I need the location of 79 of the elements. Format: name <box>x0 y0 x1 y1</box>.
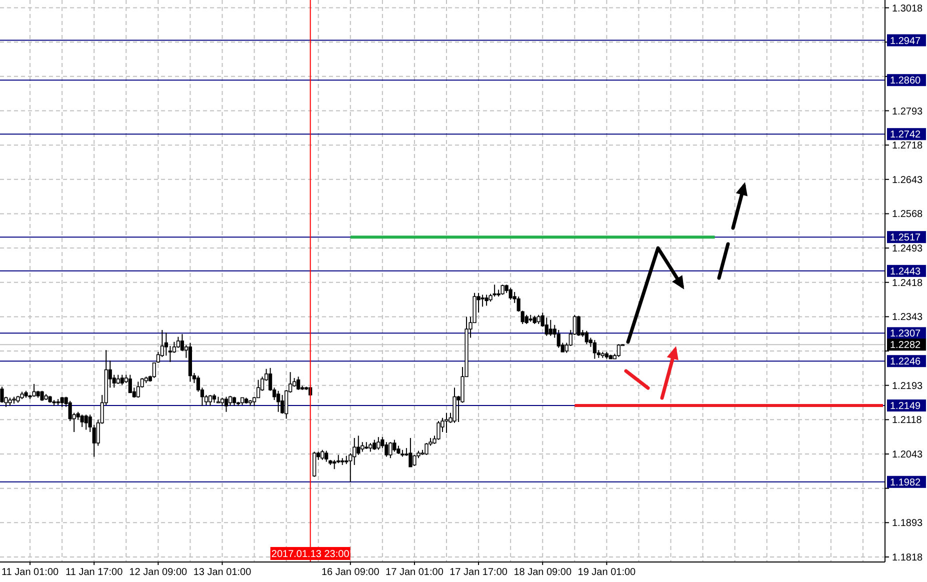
candlestick <box>224 396 228 412</box>
y-tick-label: 1.2718 <box>892 140 924 152</box>
candlestick <box>312 451 316 478</box>
y-tick-label: 1.2043 <box>892 449 924 460</box>
y-tick-label: 1.2568 <box>892 209 924 220</box>
candlestick <box>60 396 64 408</box>
ref-line-label: 1.2443 <box>890 266 922 278</box>
candlestick <box>412 454 416 466</box>
candlestick <box>584 330 588 345</box>
candlestick <box>232 396 236 406</box>
candlestick <box>524 314 528 325</box>
ref-line-label: 1.2947 <box>890 36 922 47</box>
candlestick <box>576 315 580 336</box>
candlestick <box>320 449 324 460</box>
x-tick-label: 11 Jan 17:00 <box>66 567 124 578</box>
x-tick-label: 11 Jan 01:00 <box>1 567 60 578</box>
candlestick <box>40 390 44 402</box>
ref-line-label: 1.2860 <box>890 76 922 87</box>
candlestick <box>128 374 132 394</box>
candlestick <box>500 284 504 296</box>
ref-line-label: 1.2742 <box>890 130 922 141</box>
candlestick <box>32 383 36 398</box>
ref-line-label: 1.2149 <box>890 400 922 412</box>
ref-line-label: 1.2517 <box>890 232 922 244</box>
x-tick-label: 19 Jan 01:00 <box>578 567 636 578</box>
candlestick <box>616 344 620 358</box>
candlestick <box>280 394 284 414</box>
candlestick <box>436 420 440 440</box>
x-tick-label: 18 Jan 09:00 <box>514 567 572 578</box>
y-tick-label: 1.3018 <box>892 3 924 14</box>
y-tick-label: 1.2418 <box>892 278 924 289</box>
candlestick <box>484 294 488 306</box>
candlestick <box>408 437 412 468</box>
candlestick <box>208 394 212 406</box>
candlestick <box>556 329 560 348</box>
y-tick-label: 1.2343 <box>892 312 924 324</box>
candlestick <box>480 294 484 308</box>
candlestick <box>444 412 448 434</box>
candlestick <box>492 284 496 298</box>
candlestick <box>176 336 180 348</box>
candlestick <box>276 390 280 412</box>
candlestick <box>80 414 84 428</box>
y-tick-label: 1.1893 <box>892 518 924 530</box>
candlestick <box>324 450 328 462</box>
x-tick-label: 17 Jan 01:00 <box>386 567 444 578</box>
ref-line-label: 1.2307 <box>890 328 922 340</box>
y-tick-label: 1.1818 <box>892 552 924 564</box>
ref-line-label: 1.1982 <box>890 477 922 488</box>
ref-line-label: 1.2246 <box>890 356 922 368</box>
x-tick-label: 2017.01.13 23:00 <box>271 549 350 560</box>
y-tick-label: 1.2793 <box>892 106 924 118</box>
candlestick <box>172 341 176 354</box>
candlestick <box>392 439 396 452</box>
y-tick-label: 1.2118 <box>892 415 922 426</box>
candlestick <box>332 459 336 470</box>
candlestick <box>296 376 300 390</box>
candlestick <box>168 345 172 363</box>
candlestick <box>388 442 392 459</box>
y-tick-label: 1.2193 <box>892 380 924 392</box>
x-tick-label: 12 Jan 09:00 <box>129 567 188 578</box>
x-tick-label: 17 Jan 17:00 <box>450 567 508 578</box>
candlestick <box>120 374 124 386</box>
candlestick <box>116 374 120 384</box>
y-tick-label: 1.2643 <box>892 174 924 186</box>
candlestick <box>508 287 512 300</box>
y-tick-label: 1.2493 <box>892 244 924 255</box>
ref-line-label: 1.2282 <box>890 340 922 352</box>
candlestick <box>84 414 88 430</box>
candlestick <box>372 439 376 450</box>
candlestick <box>536 314 540 325</box>
candlestick <box>356 435 360 456</box>
candlestick <box>544 317 548 336</box>
candlestick <box>136 381 140 398</box>
candlestick <box>376 436 380 450</box>
candlestick <box>548 319 552 336</box>
candlestick <box>592 340 596 360</box>
candlestick <box>0 386 4 404</box>
x-tick-label: 13 Jan 01:00 <box>193 567 252 578</box>
x-tick-label: 16 Jan 09:00 <box>321 567 380 578</box>
